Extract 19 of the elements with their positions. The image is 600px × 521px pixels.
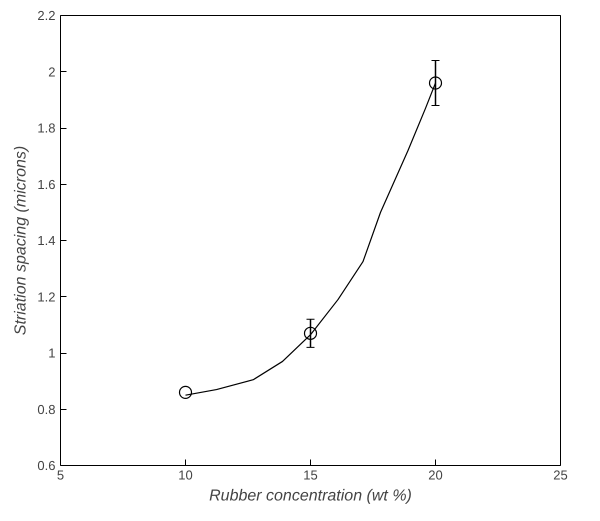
point — [304, 326, 318, 340]
y-tick-label: 1.6 — [37, 176, 56, 192]
x-tick-label: 10 — [178, 468, 193, 482]
y-tick-label: 1.2 — [37, 289, 56, 304]
y-tick-label: 2.2 — [37, 8, 56, 23]
y-tick-label: 0.8 — [37, 402, 56, 417]
y-tick-label: 1.4 — [37, 233, 56, 248]
x-tick-label: 25 — [553, 468, 568, 482]
point — [178, 386, 192, 399]
x-tick-label: 20 — [428, 468, 443, 482]
y-tick-label: 0.6 — [37, 458, 56, 473]
point — [428, 76, 442, 90]
x-axis-title: Rubber concentration (wt %) — [209, 488, 412, 504]
x-tick-label: 15 — [303, 468, 318, 482]
y-tick-label: 2 — [48, 64, 56, 80]
y-axis-title: Striation spacing (microns) — [12, 146, 30, 336]
x-tick-label: 5 — [56, 468, 64, 482]
y-tick-label: 1.8 — [37, 120, 56, 136]
y-tick-label: 1 — [48, 346, 56, 360]
